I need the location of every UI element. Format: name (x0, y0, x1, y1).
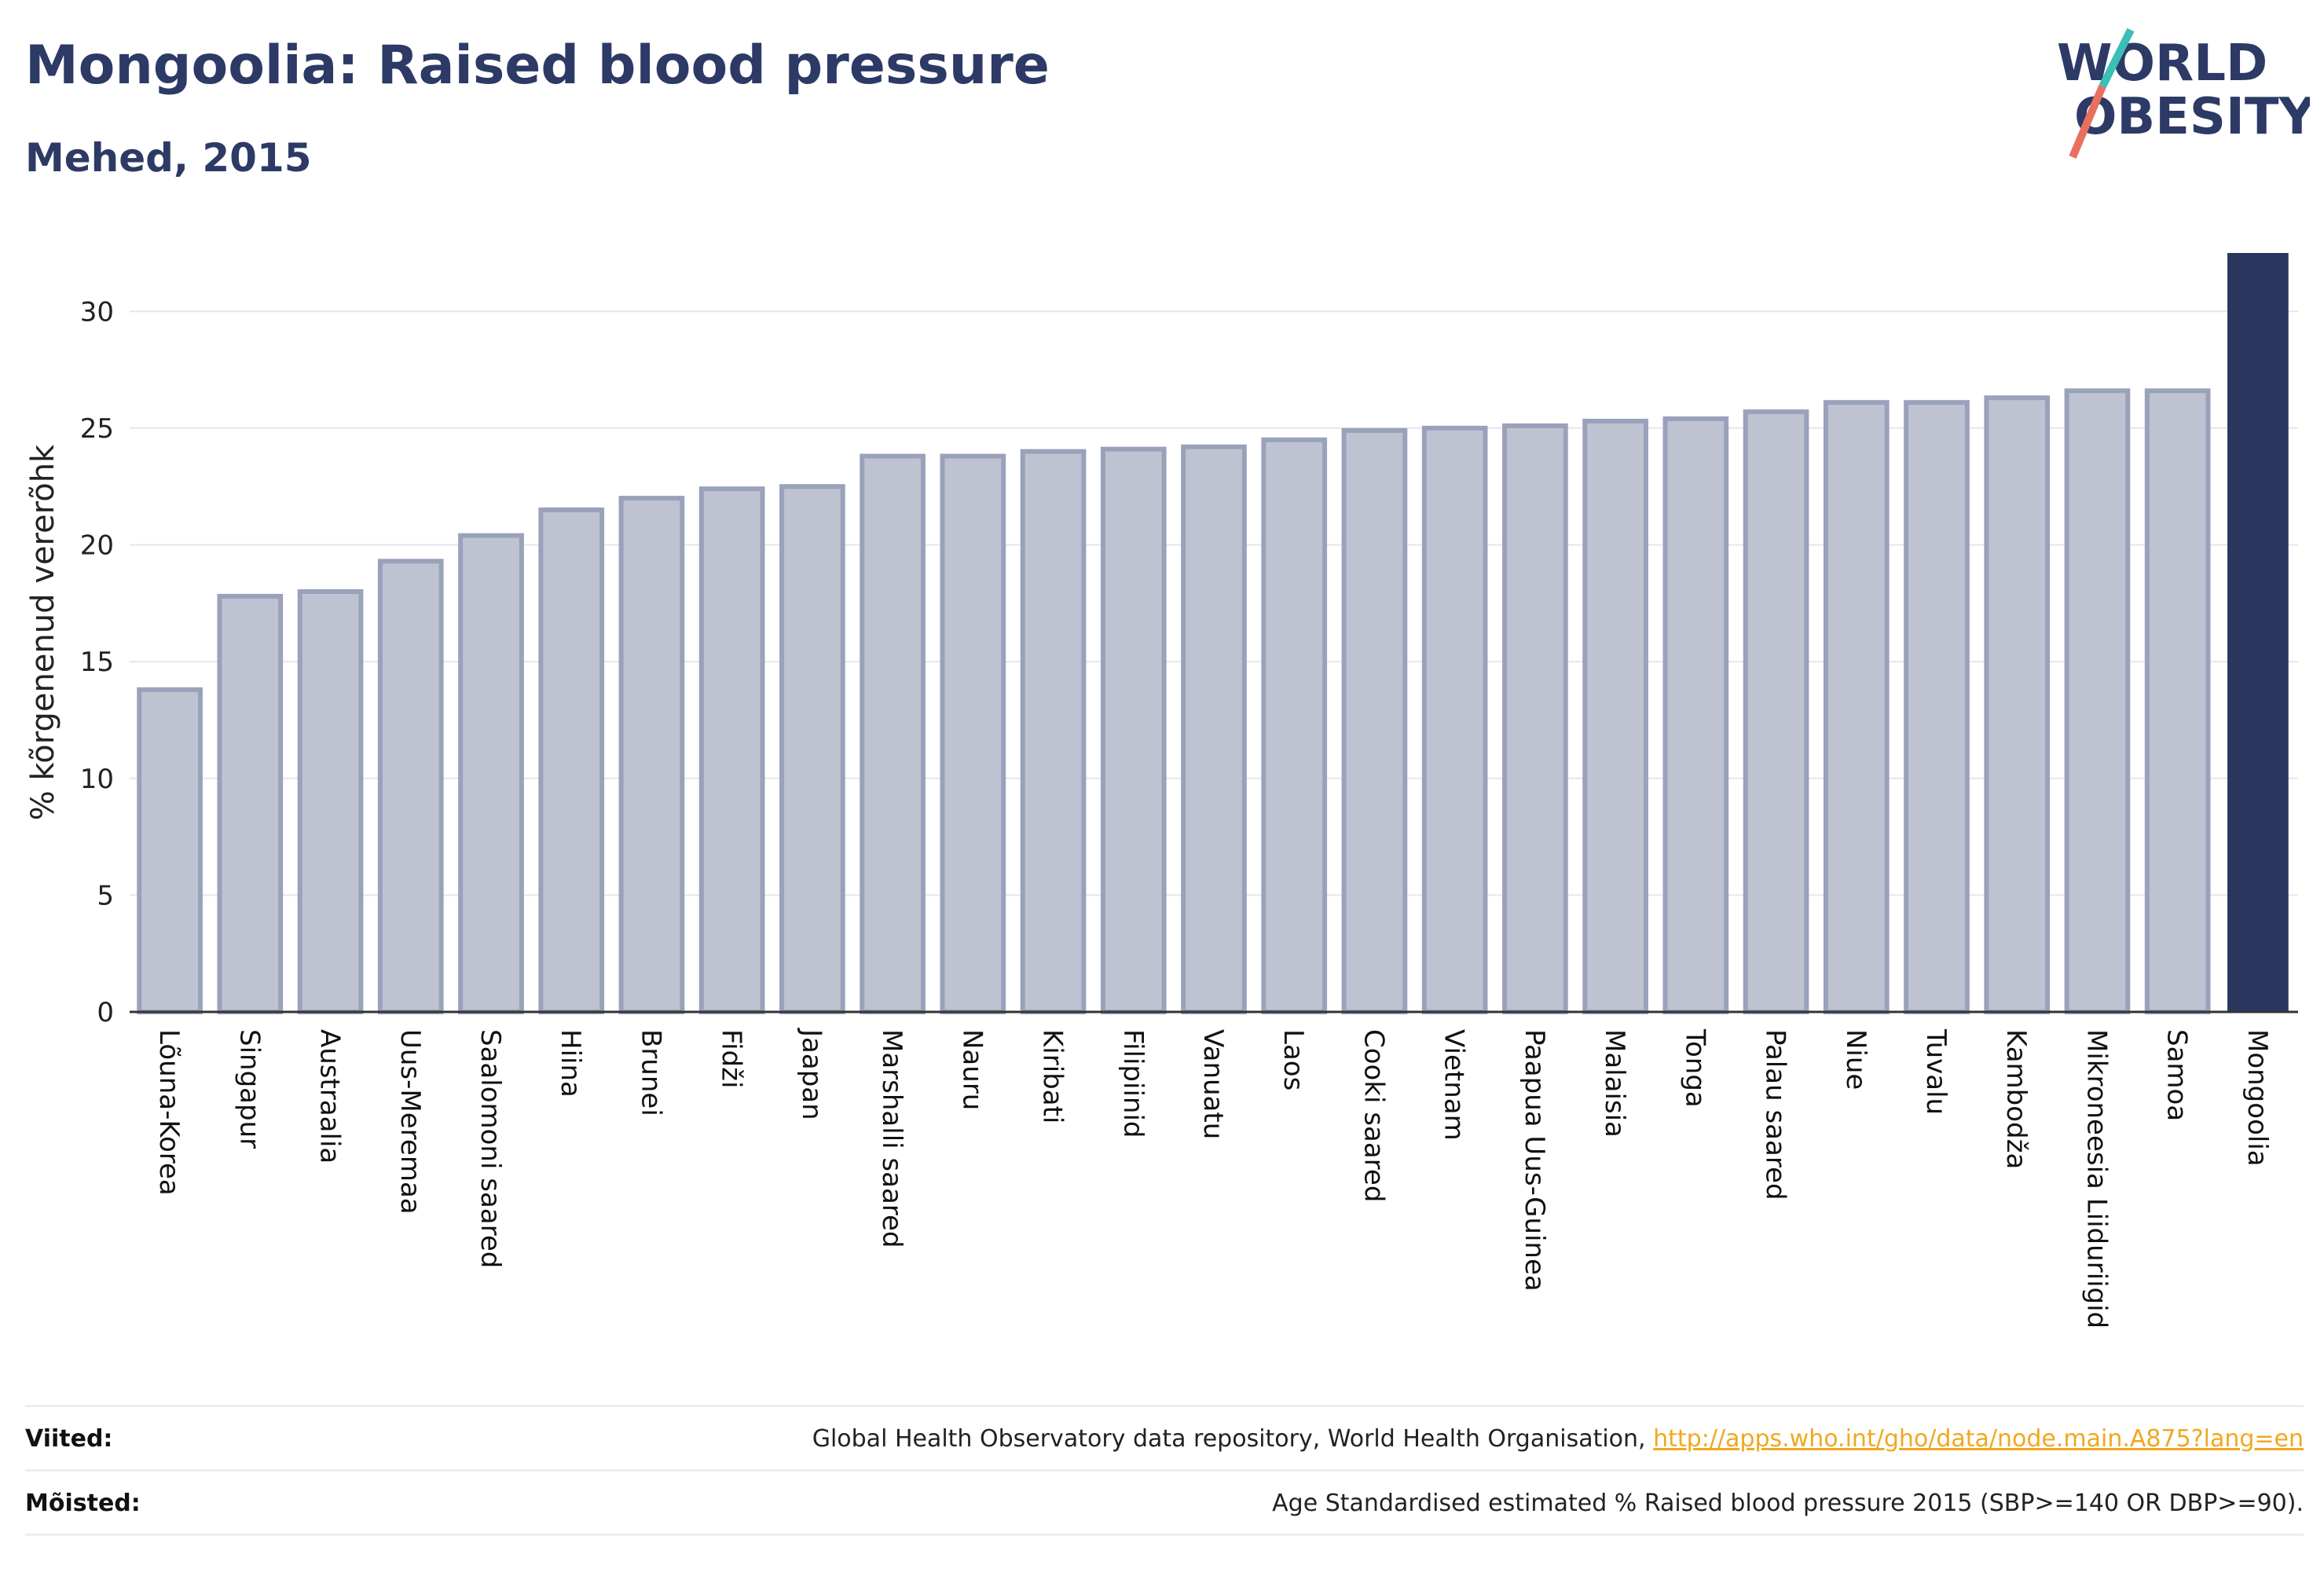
x-tick-label: Tuvalu (1920, 1028, 1952, 1115)
y-tick-label: 20 (80, 530, 114, 562)
chart-subtitle: Mehed, 2015 (25, 135, 312, 181)
chart-title: Mongoolia: Raised blood pressure (25, 35, 1050, 97)
bar (1823, 400, 1890, 1014)
bar (940, 453, 1006, 1014)
bar (1582, 419, 1648, 1014)
bar (779, 484, 845, 1014)
x-tick-label: Austraalia (314, 1029, 346, 1164)
sources-text-wrap: Global Health Observatory data repositor… (812, 1425, 2304, 1453)
x-tick-label: Hiina (555, 1029, 586, 1098)
y-tick-label: 25 (80, 413, 114, 445)
x-tick-label: Palau saared (1760, 1029, 1791, 1200)
x-tick-label: Malaisia (1599, 1029, 1630, 1138)
y-tick-label: 15 (80, 647, 114, 678)
bar (2144, 388, 2211, 1014)
sources-link[interactable]: http://apps.who.int/gho/data/node.main.A… (1653, 1424, 2304, 1453)
bar (1261, 437, 1328, 1014)
x-tick-label: Tonga (1679, 1028, 1710, 1108)
x-tick-label: Marshalli saared (876, 1029, 907, 1248)
bar (1904, 400, 1970, 1014)
x-tick-label: Kiribati (1037, 1029, 1069, 1123)
logo-line1: WORLD (2057, 35, 2267, 93)
bar (297, 588, 364, 1014)
bar (2227, 253, 2289, 1012)
bar (698, 486, 765, 1014)
bar (618, 496, 685, 1014)
sources-label: Viited: (25, 1424, 113, 1453)
sources-row: Viited: Global Health Observatory data r… (25, 1405, 2304, 1470)
definitions-row: Mõisted: Age Standardised estimated % Ra… (25, 1469, 2304, 1534)
footer-bottom-rule (25, 1534, 2304, 1536)
x-tick-label: Singapur (233, 1029, 265, 1149)
bar (860, 453, 926, 1014)
logo-line2: OBESITY (2074, 88, 2310, 146)
x-tick-label: Lõuna-Korea (153, 1029, 185, 1196)
y-tick-label: 5 (97, 880, 114, 911)
logo-slash-teal (2099, 27, 2135, 89)
bar (1984, 395, 2051, 1014)
bar (1662, 416, 1729, 1014)
x-tick-label: Filipiinid (1117, 1029, 1149, 1138)
bar (1341, 427, 1408, 1014)
x-tick-label: Mongoolia (2242, 1029, 2273, 1167)
y-tick-label: 10 (80, 764, 114, 795)
x-tick-label: Vanuatu (1197, 1029, 1229, 1139)
bar (1421, 425, 1488, 1014)
bar (538, 507, 605, 1014)
x-tick-label: Samoa (2161, 1029, 2193, 1121)
bar-chart: 0 5 10 15 20 25 30 % kõrgenenud vererõhk Lõuna-K… (25, 253, 2298, 1329)
bar (1020, 449, 1087, 1014)
x-tick-label: Paapua Uus-Guinea (1519, 1029, 1550, 1292)
x-tick-label: Kambodža (2000, 1029, 2032, 1169)
bar (1502, 423, 1568, 1014)
y-axis-title: % kõrgenenud vererõhk (25, 444, 61, 820)
bar (1743, 409, 1809, 1014)
bar (458, 533, 524, 1014)
bar (2064, 388, 2131, 1014)
x-tick-label: Niue (1840, 1029, 1871, 1090)
x-tick-label: Jaapan (796, 1028, 827, 1120)
bar (377, 559, 444, 1014)
bar (1181, 444, 1247, 1014)
bar (217, 593, 284, 1014)
bar (1100, 446, 1167, 1014)
x-tick-label: Mikroneesia Liiduriigid (2080, 1029, 2112, 1329)
x-tick-label: Brunei (635, 1029, 666, 1116)
x-tick-label: Cooki saared (1358, 1029, 1389, 1202)
bar (137, 687, 203, 1014)
x-tick-label: Uus-Meremaa (394, 1029, 426, 1215)
sources-text: Global Health Observatory data repositor… (812, 1424, 1646, 1453)
y-tick-label: 30 (80, 296, 114, 328)
world-obesity-logo: WORLD OBESITY (2057, 27, 2310, 159)
x-tick-label: Fidži (716, 1029, 747, 1088)
x-tick-label: Nauru (956, 1029, 988, 1110)
x-tick-label: Laos (1277, 1029, 1309, 1090)
definitions-label: Mõisted: (25, 1489, 141, 1517)
logo-slash-coral (2069, 85, 2106, 159)
x-tick-label: Vietnam (1439, 1029, 1470, 1141)
x-tick-label: Saalomoni saared (475, 1029, 506, 1268)
y-tick-label: 0 (97, 997, 114, 1028)
definitions-text: Age Standardised estimated % Raised bloo… (1272, 1489, 2304, 1517)
